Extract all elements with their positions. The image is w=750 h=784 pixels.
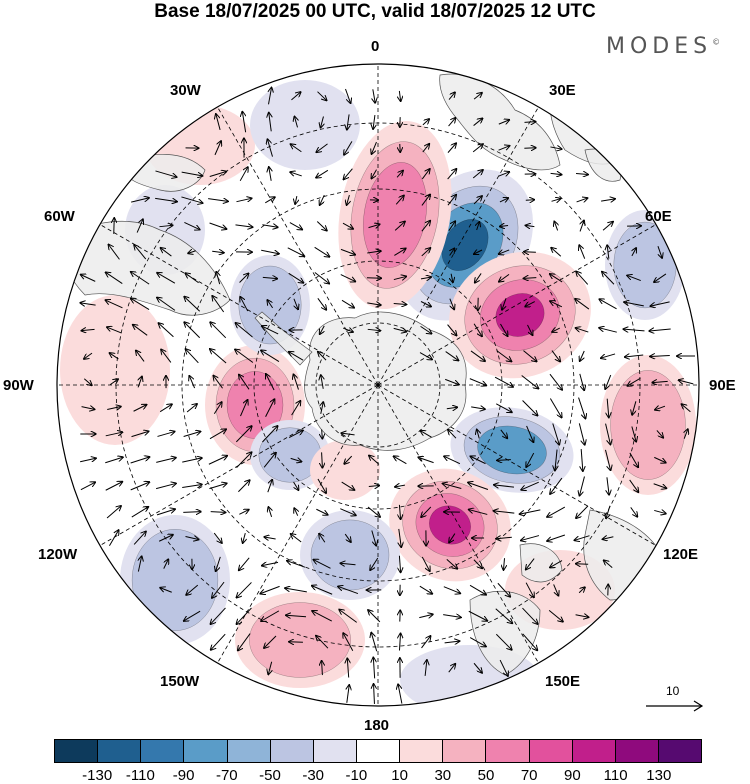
lon-label-150e: 150E xyxy=(545,673,580,690)
colorbar-swatch xyxy=(443,740,486,762)
colorbar-swatch xyxy=(184,740,227,762)
wind-vector xyxy=(526,200,534,201)
colorbar-swatch xyxy=(573,740,616,762)
colorbar-tick-label: -130 xyxy=(82,767,112,784)
lon-label-30w: 30W xyxy=(170,82,201,99)
colorbar-swatch xyxy=(616,740,659,762)
lon-label-120w: 120W xyxy=(38,546,77,563)
colorbar-swatch xyxy=(271,740,314,762)
vector-scale-arrow xyxy=(640,682,710,712)
anomaly-contour xyxy=(132,529,218,630)
anomaly-contour xyxy=(614,222,676,308)
colorbar-swatch xyxy=(357,740,400,762)
colorbar-tick-label: 110 xyxy=(604,767,628,784)
colorbar-tick-label: -50 xyxy=(259,767,281,784)
colorbar-tick-label: 90 xyxy=(564,767,581,784)
lon-label-30e: 30E xyxy=(549,82,576,99)
lon-label-0: 0 xyxy=(371,38,379,55)
lat-lon-grid xyxy=(48,55,708,715)
colorbar xyxy=(54,739,702,763)
lon-label-60e: 60E xyxy=(645,208,672,225)
anomaly-contour xyxy=(249,603,350,678)
colorbar-tick-label: 10 xyxy=(391,767,408,784)
colorbar-tick-label: -30 xyxy=(302,767,324,784)
lon-label-60w: 60W xyxy=(44,208,75,225)
lon-label-90e: 90E xyxy=(709,377,736,394)
colorbar-swatch xyxy=(141,740,184,762)
anomaly-contour xyxy=(311,520,389,590)
colorbar-tick-label: -10 xyxy=(346,767,368,784)
colorbar-tick-label: 50 xyxy=(478,767,495,784)
colorbar-tick-label: -70 xyxy=(216,767,238,784)
colorbar-swatch xyxy=(400,740,443,762)
anomaly-contour xyxy=(60,295,170,445)
lon-label-90w: 90W xyxy=(3,377,34,394)
lon-label-180: 180 xyxy=(364,717,389,734)
colorbar-swatch xyxy=(486,740,529,762)
wind-vector xyxy=(524,252,536,253)
colorbar-tick-label: 130 xyxy=(646,767,671,784)
colorbar-swatch xyxy=(530,740,573,762)
colorbar-swatch xyxy=(228,740,271,762)
colorbar-swatch xyxy=(98,740,141,762)
anomaly-contour xyxy=(611,370,686,479)
wind-vector xyxy=(114,218,115,234)
colorbar-tick-label: -110 xyxy=(126,767,155,784)
colorbar-tick-label: 30 xyxy=(434,767,451,784)
wind-vector xyxy=(367,278,381,279)
colorbar-tick-label: 70 xyxy=(521,767,538,784)
colorbar-tick-label: -90 xyxy=(173,767,195,784)
lon-label-150w: 150W xyxy=(160,673,199,690)
wind-vector xyxy=(576,564,588,565)
lon-label-120e: 120E xyxy=(663,546,698,563)
colorbar-swatch xyxy=(314,740,357,762)
anomaly-contour xyxy=(310,440,380,500)
colorbar-swatch xyxy=(55,740,98,762)
colorbar-swatch xyxy=(659,740,701,762)
wind-vector xyxy=(524,122,535,123)
wind-vector xyxy=(524,148,535,149)
